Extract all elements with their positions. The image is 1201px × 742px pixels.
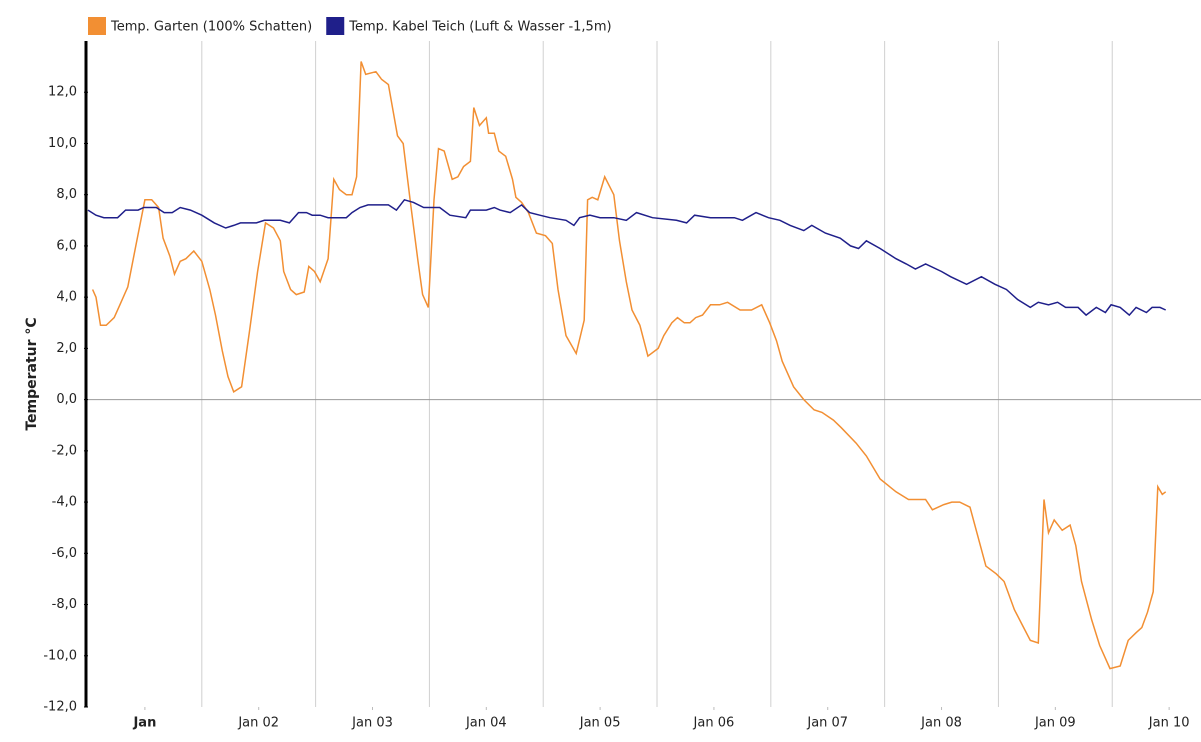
x-tick-label: Jan 05 <box>579 716 621 731</box>
y-tick-label: -10,0 <box>43 648 77 663</box>
x-tick-label: Jan 09 <box>1034 716 1076 731</box>
y-tick-label: 10,0 <box>48 136 77 151</box>
y-tick-label: 12,0 <box>48 85 77 100</box>
x-tick-label: Jan <box>132 716 156 731</box>
y-axis-label: Temperatur °C <box>24 317 40 430</box>
x-tick-label: Jan 06 <box>693 716 735 731</box>
y-tick-label: 4,0 <box>56 290 77 305</box>
y-tick-label: -6,0 <box>52 546 77 561</box>
y-tick-label: -12,0 <box>43 700 77 715</box>
x-tick-label: Jan 03 <box>351 716 393 731</box>
y-tick-label: 2,0 <box>56 341 77 356</box>
legend-label: Temp. Garten (100% Schatten) <box>110 20 312 35</box>
y-tick-label: -4,0 <box>52 495 77 510</box>
legend-label: Temp. Kabel Teich (Luft & Wasser -1,5m) <box>348 20 611 35</box>
y-tick-label: 0,0 <box>56 392 77 407</box>
x-tick-label: Jan 07 <box>806 716 848 731</box>
x-tick-label: Jan 10 <box>1148 716 1190 731</box>
series-line <box>91 61 1167 670</box>
y-tick-label: 8,0 <box>56 187 77 202</box>
x-tick-label: Jan 08 <box>920 716 962 731</box>
legend-swatch <box>326 17 345 35</box>
y-tick-label: -2,0 <box>52 443 77 458</box>
y-tick-label: 6,0 <box>56 238 77 253</box>
x-tick-label: Jan 04 <box>465 716 507 731</box>
series-line <box>87 198 1167 317</box>
y-tick-label: -8,0 <box>52 597 77 612</box>
legend-swatch <box>88 17 106 35</box>
x-tick-label: Jan 02 <box>237 716 279 731</box>
